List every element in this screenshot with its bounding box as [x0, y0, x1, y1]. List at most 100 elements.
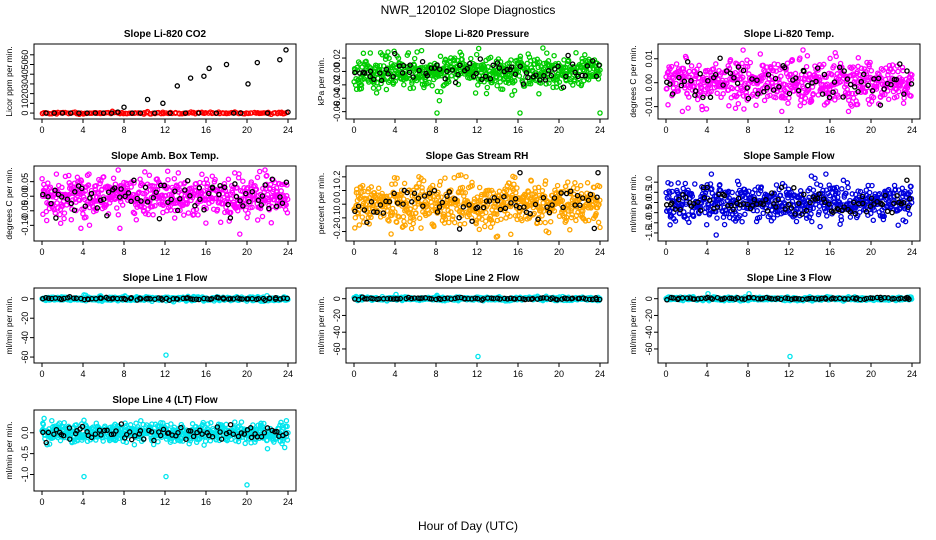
x-tick-label: 20	[866, 247, 876, 257]
data-point	[517, 53, 524, 60]
data-point	[788, 71, 794, 78]
flagged-point	[238, 110, 244, 116]
x-axis: 0 4 8 12 16 20 24	[663, 119, 917, 135]
data-point	[882, 76, 889, 83]
data-point	[484, 84, 491, 91]
data-point	[142, 169, 148, 175]
flagged-point	[277, 56, 283, 63]
data-point	[699, 106, 705, 113]
x-tick-label: 8	[121, 369, 126, 379]
x-tick-label: 12	[472, 247, 482, 257]
data-point	[408, 225, 415, 232]
data-point	[838, 217, 845, 223]
flagged-point	[142, 184, 149, 191]
data-point	[694, 96, 701, 103]
data-point	[779, 108, 785, 115]
data-point	[895, 222, 901, 228]
data-point	[827, 55, 833, 62]
data-point	[817, 182, 824, 189]
panel-title: Slope Line 1 Flow	[123, 273, 208, 284]
data-point	[165, 176, 171, 183]
data-point	[597, 67, 603, 73]
data-point	[244, 214, 250, 221]
flagged-point	[262, 182, 268, 188]
data-point	[482, 223, 488, 230]
y-tick-label: 0.1	[332, 184, 342, 197]
data-point	[52, 210, 59, 216]
flagged-point	[565, 52, 571, 59]
x-tick-label: 20	[242, 247, 252, 257]
flagged-point	[410, 74, 416, 80]
data-point	[804, 53, 811, 59]
flagged-point	[394, 200, 401, 206]
data-point	[476, 184, 483, 191]
flagged-point	[407, 62, 413, 68]
y-tick-label: 0.00	[644, 74, 654, 92]
flagged-point	[383, 66, 390, 73]
y-tick-label: 1.0	[644, 176, 654, 189]
x-tick-label: 0	[663, 247, 668, 257]
x-tick-label: 0	[39, 247, 44, 257]
plot-frame	[33, 43, 297, 120]
data-point	[506, 180, 512, 186]
chart-panel: Slope Amb. Box Temp.0 4 8 12 16 20 24-0.10-0.0…	[4, 151, 297, 257]
data-point	[185, 210, 192, 216]
flagged-point	[129, 110, 135, 116]
data-point	[714, 215, 720, 221]
data-point	[451, 55, 458, 61]
flagged-point	[92, 110, 99, 116]
y-axis-label: Licor ppm per min.	[4, 46, 14, 116]
data-point	[758, 184, 765, 190]
flagged-point	[390, 73, 396, 80]
flagged-point	[160, 100, 166, 107]
flagged-point	[266, 205, 272, 212]
data-point	[775, 61, 781, 68]
data-point	[685, 212, 692, 218]
x-tick-label: 20	[866, 125, 876, 135]
data-point	[845, 184, 851, 191]
y-tick-label: 60	[20, 50, 30, 60]
data-point	[770, 215, 777, 221]
panel-title: Slope Amb. Box Temp.	[111, 151, 219, 162]
data-point	[110, 175, 117, 182]
data-point	[801, 99, 808, 106]
data-point	[544, 50, 550, 56]
data-point	[667, 222, 673, 228]
data-point	[203, 176, 210, 183]
data-point	[421, 84, 427, 91]
panel-title: Slope Li-820 CO2	[124, 29, 207, 40]
data-point	[536, 91, 542, 97]
y-tick-label: -40	[20, 331, 30, 344]
data-point	[119, 202, 126, 208]
data-point	[429, 182, 436, 189]
data-point	[902, 218, 909, 225]
data-point	[785, 100, 791, 106]
data-point	[709, 186, 715, 192]
data-point	[812, 175, 818, 182]
data-point	[163, 352, 169, 358]
data-point	[284, 210, 291, 216]
flagged-point	[434, 62, 440, 68]
flagged-point	[51, 110, 58, 116]
data-point	[673, 80, 679, 87]
data-point	[236, 171, 242, 177]
flagged-point	[764, 208, 771, 214]
data-point	[511, 181, 517, 187]
flagged-point	[187, 75, 194, 81]
data-point	[487, 54, 494, 61]
x-tick-label: 24	[907, 247, 917, 257]
data-point	[381, 76, 387, 83]
flagged-point	[285, 109, 291, 115]
data-point	[133, 217, 140, 223]
data-point	[511, 87, 518, 94]
x-tick-label: 16	[825, 125, 835, 135]
data-point	[254, 217, 261, 223]
data-point	[438, 88, 444, 95]
data-point	[736, 181, 742, 188]
flagged-point	[717, 55, 723, 61]
data-point	[498, 216, 504, 222]
data-point	[560, 64, 567, 71]
data-point	[870, 217, 877, 224]
flagged-point	[596, 62, 602, 68]
data-point	[572, 180, 578, 186]
